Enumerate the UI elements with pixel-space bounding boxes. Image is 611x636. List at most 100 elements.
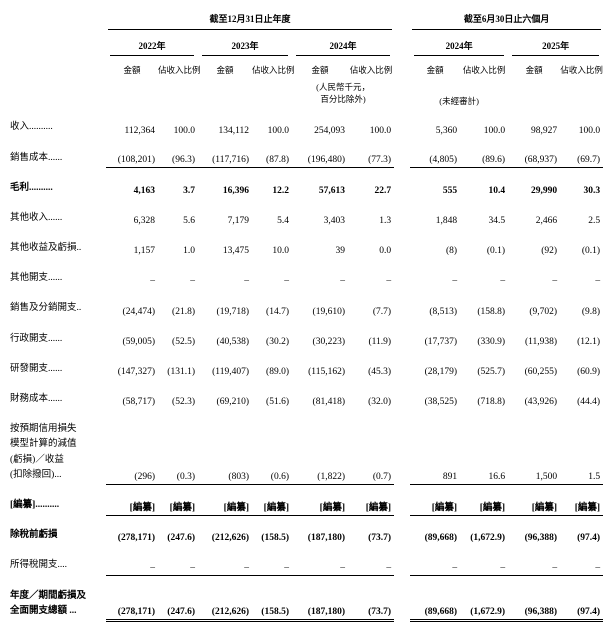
value-cell: [編纂] <box>252 484 292 516</box>
value-cell: [編纂] <box>158 484 198 516</box>
value-cell: (38,525) <box>424 397 458 408</box>
measure-header-row: 金額 佔收入比例 金額 佔收入比例 金額 佔收入比例 金額 佔收入比例 金額 佔… <box>10 56 603 78</box>
value-cell: 1,500 <box>508 409 561 486</box>
empty-cell <box>106 78 198 107</box>
value-cell: 5,360 <box>435 125 458 136</box>
value-cell: 7,179 <box>227 216 249 227</box>
value-cell: (19,718) <box>216 306 249 317</box>
value-cell: – <box>552 276 558 287</box>
value-cell: (52.3) <box>172 397 195 408</box>
row-label: 研發開支...... <box>10 363 63 374</box>
row-label: 財務成本...... <box>10 394 63 404</box>
table-row: 收入.......... 112,364 100.0 134,112 100.0 254,… <box>10 107 603 137</box>
value-cell: [編纂] <box>508 484 561 516</box>
value-cell: – <box>198 545 252 577</box>
value-cell: (296) <box>106 409 158 486</box>
amount-header: 金額 <box>123 65 141 75</box>
value-cell: (30.2) <box>266 336 289 347</box>
year-header-2023: 2023年 <box>198 30 292 56</box>
value-cell: (147,327) <box>117 367 155 377</box>
year-header-2022: 2022年 <box>106 30 198 56</box>
row-label: 除稅前虧損 <box>10 530 58 541</box>
value-cell: (45.3) <box>368 367 392 377</box>
value-cell: (89.0) <box>266 367 289 377</box>
currency-note: (人民幣千元， 百分比除外) <box>316 82 370 105</box>
value-cell: – <box>284 276 289 287</box>
value-cell: (21.8) <box>172 306 195 317</box>
value-cell: (60,255) <box>524 367 558 377</box>
value-cell: (87.8) <box>252 137 292 169</box>
value-cell: (718.8) <box>477 397 506 408</box>
value-cell: (12.1) <box>577 336 601 347</box>
value-cell: (8) <box>446 246 458 257</box>
value-cell: (9.8) <box>581 306 601 317</box>
table-row: 毛利.......... 4,163 3.7 16,396 12.2 57,613 22.7… <box>10 168 603 198</box>
value-cell: 1,848 <box>435 216 458 227</box>
notes-row: (人民幣千元， 百分比除外) (未經審計) <box>10 78 603 107</box>
value-cell: – <box>560 545 604 577</box>
value-cell: (9,702) <box>529 306 558 317</box>
row-label: 年度／期間虧損及 全面開支總額 ... <box>10 590 87 616</box>
value-cell: (19,610) <box>312 306 345 317</box>
value-cell: (97.4) <box>560 575 604 623</box>
value-cell: (43,926) <box>524 397 558 408</box>
value-cell: 10.4 <box>488 185 506 196</box>
value-cell: [編纂] <box>410 484 461 516</box>
row-label: 其他收益及虧損.. <box>10 243 82 254</box>
value-cell: 100.0 <box>483 125 506 136</box>
table-row: 所得稅開支.... – – – – – – – – – – <box>10 545 604 577</box>
value-cell: (77.3) <box>348 137 395 169</box>
table-row: 年度／期間虧損及 全面開支總額 ... (278,171) (247.6) (212,… <box>10 575 604 623</box>
column-gap <box>394 485 410 515</box>
year-label: 2022年 <box>110 30 194 56</box>
table-row: 其他開支...... – – – – – – – – – – <box>10 258 603 288</box>
value-cell: (158.5) <box>261 533 289 544</box>
value-cell: 22.7 <box>374 185 392 196</box>
table-row: 除稅前虧損 (278,171) (247.6) (212,626) (158.5) (18… <box>10 515 603 545</box>
value-cell: (32.0) <box>368 397 392 408</box>
value-cell: 57,613 <box>318 185 345 196</box>
value-cell: (69.7) <box>560 137 604 169</box>
row-label: 其他收入...... <box>10 212 63 223</box>
table-body: 收入.......... 112,364 100.0 134,112 100.0 254,… <box>10 107 604 623</box>
value-cell: (212,626) <box>211 533 249 544</box>
year-label: 2024年 <box>414 30 505 56</box>
row-label: 銷售及分銷開支.. <box>10 303 82 314</box>
value-cell: (92) <box>541 246 558 257</box>
corner-cell <box>10 30 106 56</box>
year-header-row: 2022年 2023年 2024年 2024年 2025年 <box>10 30 603 56</box>
value-cell: (187,180) <box>292 575 348 623</box>
value-cell: (196,480) <box>292 137 348 169</box>
value-cell: (28,179) <box>424 367 458 377</box>
column-gap <box>394 349 410 379</box>
value-cell: – <box>292 545 348 577</box>
value-cell: (115,162) <box>308 367 345 377</box>
row-label: 收入.......... <box>10 122 53 133</box>
value-cell: (278,171) <box>106 575 158 623</box>
value-cell: (525.7) <box>477 367 506 377</box>
year-label: 2023年 <box>202 30 288 56</box>
column-gap <box>394 107 410 137</box>
value-cell: (158.8) <box>477 306 506 317</box>
value-cell: – <box>595 276 601 287</box>
table-row: 財務成本...... (58,717) (52.3) (69,210) (51.6) (8… <box>10 379 603 409</box>
value-cell: 555 <box>442 185 458 196</box>
value-cell: (8,513) <box>429 306 458 317</box>
value-cell: 254,093 <box>314 125 345 136</box>
table-row: 其他收益及虧損.. 1,157 1.0 13,475 10.0 39 0.0 (8) (0.1)… <box>10 228 603 258</box>
value-cell: 1.5 <box>560 409 604 486</box>
table-row: 銷售成本...... (108,201) (96.3) (117,716) (87.8)… <box>10 137 604 169</box>
value-cell: (89.6) <box>460 137 509 169</box>
value-cell: (1,672.9) <box>470 533 506 544</box>
amount-header: 金額 <box>426 65 444 75</box>
value-cell: – <box>158 545 198 577</box>
value-cell: (68,937) <box>508 137 561 169</box>
table-row: 其他收入...... 6,328 5.6 7,179 5.4 3,403 1.3 1,848 3… <box>10 198 603 228</box>
amount-header: 金額 <box>311 65 329 75</box>
annual-period-label: 截至12月31日止年度 <box>108 12 393 30</box>
amount-header: 金額 <box>216 65 234 75</box>
value-cell: 1.3 <box>379 216 392 227</box>
pct-header: 佔收入比例 <box>252 65 295 75</box>
value-cell: 16,396 <box>222 185 249 196</box>
value-cell: [編纂] <box>560 484 604 516</box>
